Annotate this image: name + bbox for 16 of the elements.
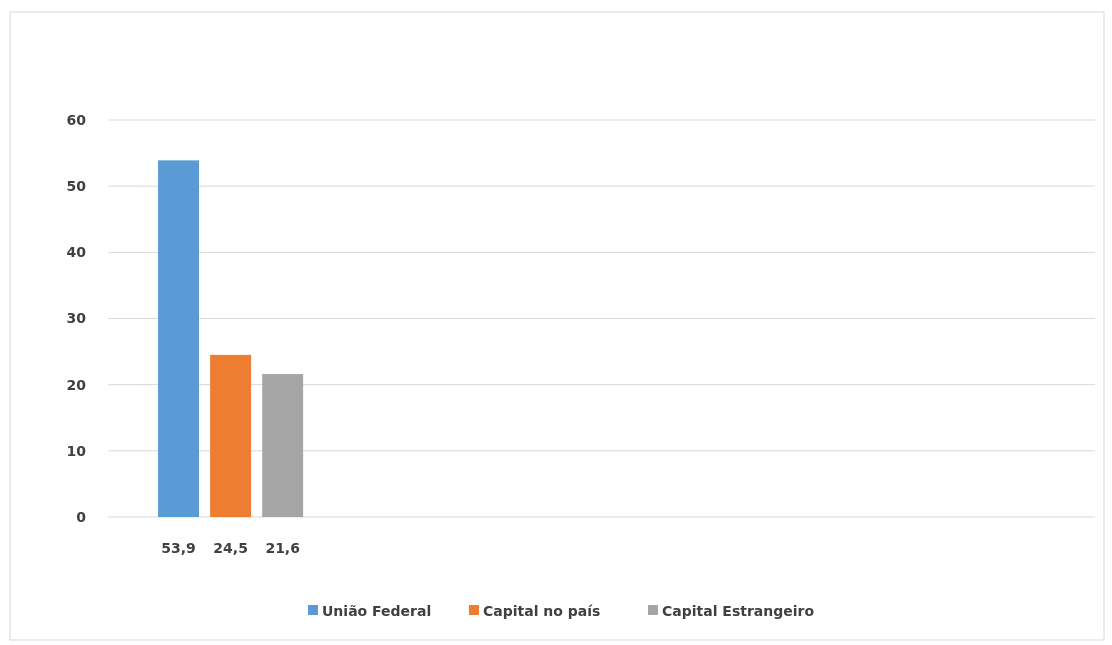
legend-label: Capital Estrangeiro [662, 602, 815, 619]
y-tick-label: 0 [76, 508, 87, 525]
data-label: 21,6 [265, 540, 300, 556]
bar [210, 354, 252, 517]
legend-label: União Federal [322, 602, 432, 619]
y-tick-label: 50 [66, 178, 87, 195]
bar [158, 160, 199, 517]
legend-label: Capital no país [483, 602, 601, 619]
data-label: 53,9 [161, 540, 196, 556]
y-tick-label: 40 [66, 244, 87, 261]
bar [262, 374, 304, 517]
y-tick-label: 30 [66, 310, 87, 327]
data-label: 24,5 [213, 540, 248, 556]
y-tick-label: 60 [66, 111, 87, 128]
y-tick-label: 10 [66, 442, 87, 459]
y-tick-label: 20 [66, 376, 87, 393]
